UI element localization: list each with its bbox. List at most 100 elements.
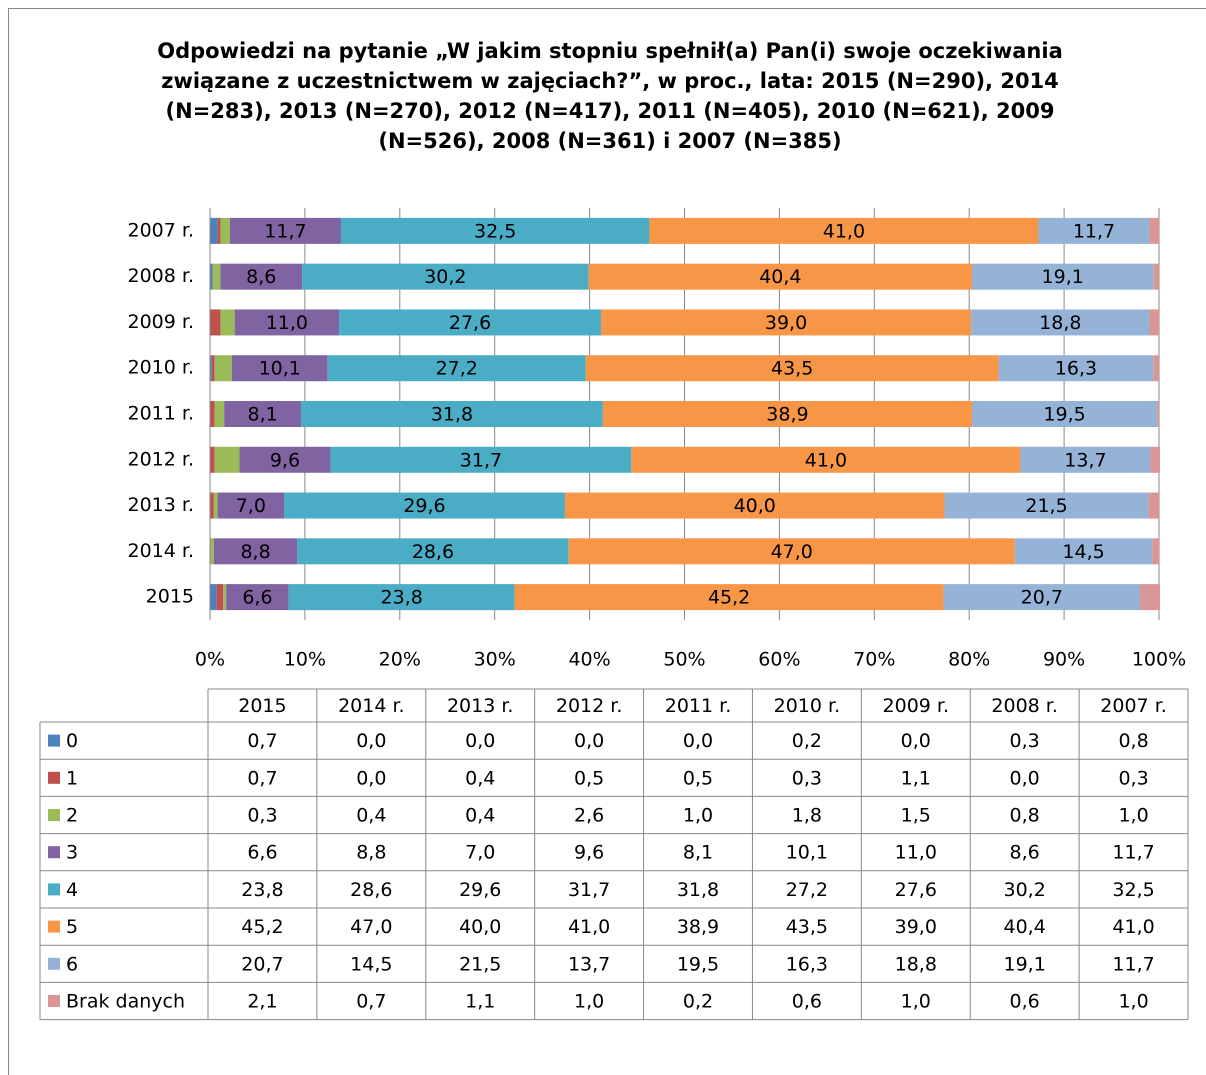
table-header: 2009 r.	[883, 695, 950, 717]
bar-segment	[327, 355, 586, 382]
bar-segment	[943, 584, 1141, 611]
table-cell: 0,3	[1010, 730, 1040, 752]
table-cell: 7,0	[465, 842, 495, 864]
bar-segment	[649, 217, 1039, 244]
bar-segment	[213, 492, 218, 519]
x-tick-label: 100%	[1132, 649, 1186, 671]
data-label: 8,1	[248, 404, 278, 426]
data-label: 11,7	[1073, 220, 1115, 242]
table-cell: 2,1	[247, 991, 277, 1013]
table-cell: 1,8	[792, 805, 822, 827]
table-cell: 1,0	[1118, 805, 1148, 827]
data-label: 21,5	[1025, 495, 1067, 517]
data-label: 39,0	[765, 312, 807, 334]
y-tick-label: 2015	[146, 586, 194, 608]
bar-segment	[1148, 492, 1159, 519]
data-label: 7,0	[236, 495, 266, 517]
x-tick-label: 80%	[948, 649, 990, 671]
data-label: 11,0	[266, 312, 308, 334]
x-tick-label: 50%	[663, 649, 705, 671]
table-cell: 1,5	[901, 805, 931, 827]
x-tick-label: 30%	[474, 649, 516, 671]
table-cell: 11,7	[1112, 842, 1154, 864]
data-label: 30,2	[424, 266, 466, 288]
bar-segment	[210, 584, 217, 611]
table-cell: 10,1	[786, 842, 828, 864]
bar-segment	[1149, 217, 1159, 244]
data-label: 27,2	[436, 358, 478, 380]
table-cell: 0,0	[683, 730, 713, 752]
bar-segment	[1038, 217, 1150, 244]
data-label: 6,6	[242, 587, 272, 609]
table-cell: 23,8	[241, 879, 283, 901]
table-cell: 29,6	[459, 879, 501, 901]
bar-segment	[288, 584, 515, 611]
bar-segment	[1140, 584, 1160, 611]
table-cell: 31,8	[677, 879, 719, 901]
table-cell: 45,2	[241, 916, 283, 938]
table-header: 2008 r.	[991, 695, 1058, 717]
table-cell: 0,4	[465, 805, 495, 827]
data-label: 13,7	[1064, 449, 1106, 471]
table-cell: 0,6	[792, 991, 822, 1013]
x-tick-label: 20%	[379, 649, 421, 671]
table-header: 2010 r.	[774, 695, 841, 717]
bar-segment	[568, 538, 1015, 565]
table-cell: 0,7	[247, 730, 277, 752]
data-label: 9,6	[270, 449, 300, 471]
table-cell: 30,2	[1004, 879, 1046, 901]
bar-segment	[220, 309, 235, 336]
data-label: 31,7	[460, 449, 502, 471]
legend-swatch	[48, 809, 60, 821]
data-label: 20,7	[1021, 587, 1063, 609]
bar-segment	[220, 263, 303, 290]
bar-segment	[1153, 355, 1159, 382]
legend-swatch	[48, 771, 60, 784]
bar-segment	[1149, 309, 1159, 336]
table-header: 2013 r.	[447, 695, 514, 717]
table-cell: 0,0	[465, 730, 495, 752]
table-cell: 18,8	[895, 953, 937, 975]
bar-segment	[1150, 446, 1160, 473]
bar-segment	[210, 538, 214, 565]
bar-segment	[1020, 446, 1151, 473]
bar-segment	[231, 355, 328, 382]
table-header: 2012 r.	[556, 695, 623, 717]
bar-segment	[588, 263, 973, 290]
table-cell: 8,1	[683, 842, 713, 864]
data-label: 40,0	[734, 495, 776, 517]
table-cell: 9,6	[574, 842, 604, 864]
table-cell: 0,3	[247, 805, 277, 827]
legend-label: 1	[66, 767, 78, 789]
y-tick-label: 2013 r.	[128, 494, 195, 516]
data-label: 40,4	[759, 266, 801, 288]
table-cell: 0,0	[574, 730, 604, 752]
table-cell: 0,2	[683, 991, 713, 1013]
bar-segment	[210, 263, 213, 290]
table-cell: 0,5	[574, 767, 604, 789]
table-cell: 1,1	[901, 767, 931, 789]
data-label: 8,6	[246, 266, 276, 288]
chart-title: Odpowiedzi na pytanie „W jakim stopniu s…	[157, 39, 1063, 153]
legend-label: 6	[66, 953, 78, 975]
data-label: 38,9	[766, 404, 808, 426]
bar-segment	[212, 263, 221, 290]
data-label: 8,8	[240, 541, 270, 563]
data-label: 11,7	[264, 220, 306, 242]
data-label: 23,8	[381, 587, 423, 609]
bar-segment	[339, 309, 601, 336]
bar-segment	[234, 309, 340, 336]
table-cell: 11,7	[1112, 953, 1154, 975]
table-cell: 14,5	[350, 953, 392, 975]
data-label: 19,5	[1043, 404, 1085, 426]
table-cell: 0,0	[901, 730, 931, 752]
data-label: 14,5	[1062, 541, 1104, 563]
bar-segment	[514, 584, 944, 611]
bar-segment	[210, 401, 215, 427]
table-cell: 1,0	[683, 805, 713, 827]
bar-segment	[301, 401, 603, 427]
table-cell: 0,8	[1010, 805, 1040, 827]
table-cell: 0,3	[792, 767, 822, 789]
table-cell: 0,3	[1118, 767, 1148, 789]
